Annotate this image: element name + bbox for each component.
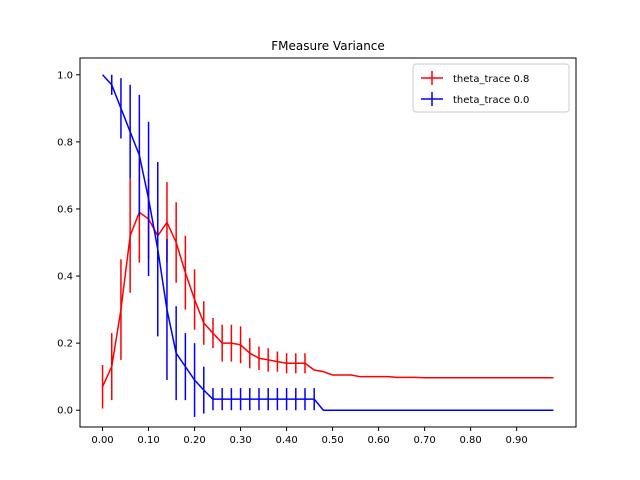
- x-tick-label: 0.70: [413, 435, 435, 446]
- legend: theta_trace 0.8 theta_trace 0.0: [412, 63, 570, 113]
- y-tick-label: 0.0: [57, 406, 73, 417]
- chart-title: FMeasure Variance: [271, 39, 385, 53]
- series-line: [101, 74, 554, 411]
- legend-label: theta_trace 0.0: [453, 95, 529, 106]
- x-tick-label: 0.40: [275, 435, 297, 446]
- x-tick-label: 0.80: [460, 435, 482, 446]
- y-tick-label: 0.4: [57, 272, 73, 283]
- series-1: [101, 74, 554, 417]
- x-tick-label: 0.60: [367, 435, 389, 446]
- legend-entry: theta_trace 0.8: [421, 71, 529, 85]
- x-tick-label: 0.90: [506, 435, 528, 446]
- x-tick-label: 0.00: [91, 435, 113, 446]
- legend-box: [412, 63, 570, 113]
- y-tick-label: 0.8: [57, 137, 73, 148]
- y-tick-label: 0.6: [57, 204, 73, 215]
- x-tick-label: 0.50: [321, 435, 343, 446]
- y-axis: 0.0 0.2 0.4 0.6 0.8 1.0: [57, 70, 80, 417]
- x-tick-label: 0.20: [183, 435, 205, 446]
- legend-label: theta_trace 0.8: [453, 74, 529, 85]
- y-tick-label: 0.2: [57, 339, 73, 350]
- legend-entry: theta_trace 0.0: [421, 92, 529, 106]
- axes-frame: [79, 57, 577, 428]
- x-tick-label: 0.30: [229, 435, 251, 446]
- x-tick-label: 0.10: [137, 435, 159, 446]
- plot-series: [101, 74, 554, 417]
- y-tick-label: 1.0: [57, 70, 73, 81]
- x-axis: 0.00 0.10 0.20 0.30 0.40 0.50 0.60 0.70 0.80 0.90: [91, 427, 528, 446]
- series-line: [101, 211, 554, 388]
